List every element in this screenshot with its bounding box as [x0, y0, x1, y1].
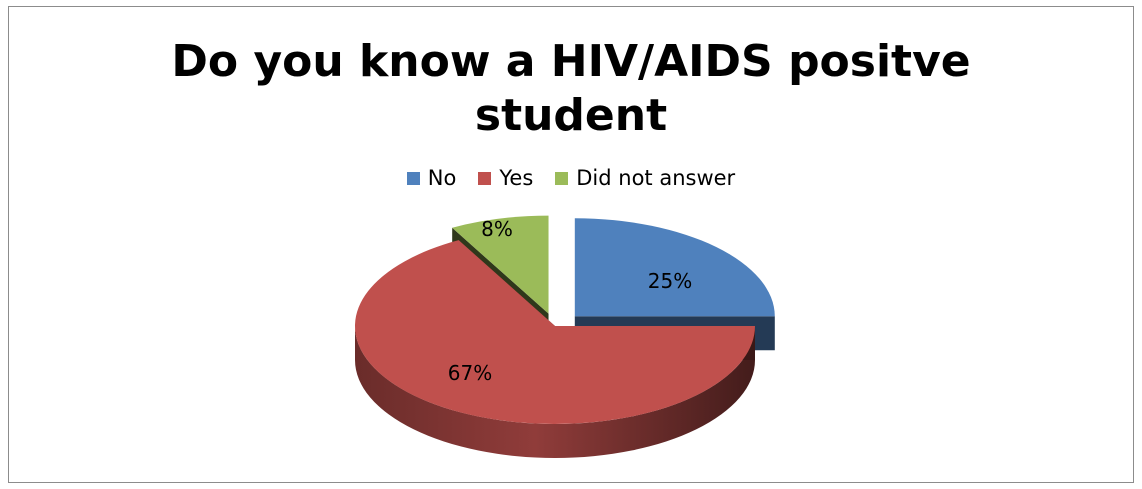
- chart-title-line-2: student: [474, 90, 668, 141]
- chart-title-line-1: Do you know a HIV/AIDS positve: [171, 36, 971, 87]
- data-label-did-not-answer: 8%: [481, 217, 513, 241]
- legend-label-did-not-answer: Did not answer: [576, 166, 736, 190]
- legend-swatch-no: [406, 171, 420, 185]
- pie-top-did-not-answer: [452, 215, 549, 314]
- legend-item-no: No: [406, 166, 457, 190]
- legend-swatch-did-not-answer: [555, 171, 569, 185]
- legend-swatch-yes: [478, 171, 492, 185]
- pie-slice-yes: [354, 240, 755, 458]
- legend-item-did-not-answer: Did not answer: [555, 166, 735, 190]
- legend-label-no: No: [427, 166, 457, 190]
- data-label-no: 25%: [648, 269, 692, 293]
- pie-top-yes: [354, 240, 755, 424]
- data-label-yes: 67%: [448, 361, 492, 385]
- legend-label-yes: Yes: [499, 166, 534, 190]
- chart-legend: No Yes Did not answer: [0, 166, 1142, 190]
- pie-side-yes: [355, 326, 755, 458]
- pie-top-no: [574, 218, 775, 317]
- legend-item-yes: Yes: [478, 166, 533, 190]
